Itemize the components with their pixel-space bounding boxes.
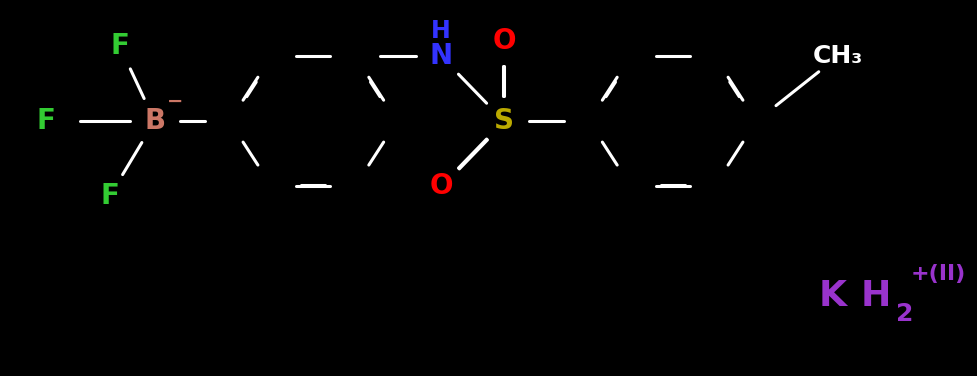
Text: O: O bbox=[491, 27, 515, 55]
Text: CH₃: CH₃ bbox=[812, 44, 863, 68]
Text: K: K bbox=[818, 279, 845, 313]
Text: 2: 2 bbox=[895, 302, 913, 326]
Text: S: S bbox=[493, 107, 514, 135]
Text: B: B bbox=[144, 107, 165, 135]
Text: F: F bbox=[110, 32, 129, 60]
Text: F: F bbox=[101, 182, 119, 210]
Text: N: N bbox=[429, 42, 452, 70]
Text: F: F bbox=[36, 107, 55, 135]
Text: −: − bbox=[166, 92, 183, 111]
Text: +(II): +(II) bbox=[910, 264, 964, 284]
Text: H: H bbox=[860, 279, 890, 313]
Text: O: O bbox=[429, 172, 452, 200]
Text: H: H bbox=[431, 19, 450, 43]
